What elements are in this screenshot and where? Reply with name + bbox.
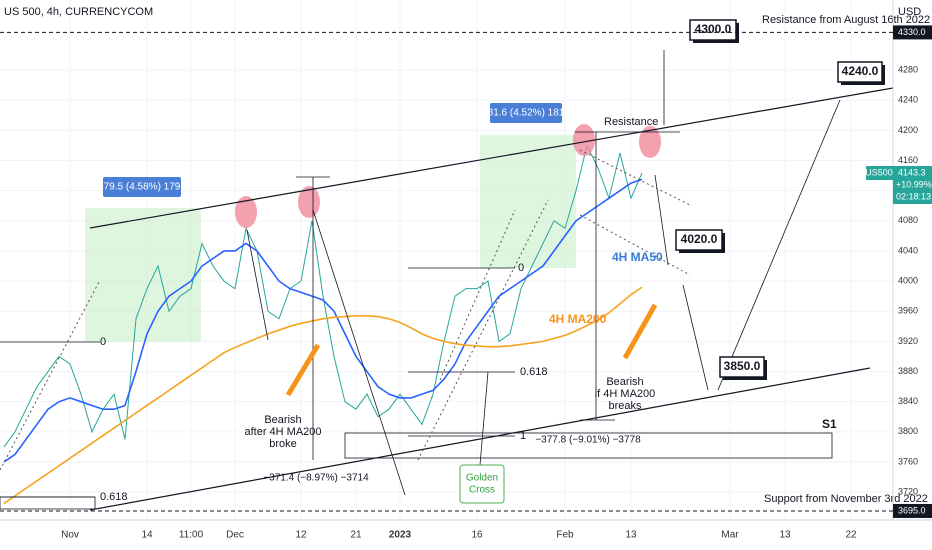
callout: 4240.0: [837, 61, 885, 85]
fib-label: 1: [520, 430, 526, 442]
annotation-line: broke: [269, 438, 297, 450]
last-price: 4143.3: [898, 167, 926, 177]
annotation-line: −377.8 (−9.01%) −3778: [535, 435, 641, 446]
fib-label: 0.618: [520, 366, 548, 378]
y-tick-label: 4000: [898, 275, 918, 285]
annotation: Support from November 3rd 2022: [764, 493, 928, 505]
series-layer: [3, 143, 643, 505]
x-tick-label: Dec: [226, 530, 244, 541]
annotation-line: after 4H MA200: [244, 426, 321, 438]
ma-label: 4H MA50: [612, 250, 663, 264]
y-tick-label: 4160: [898, 155, 918, 165]
axis-layer: 3720 3760 3800 3840 3880 3920 3960 4000 4040 4080…: [0, 25, 932, 541]
last-price-tag: [893, 166, 932, 204]
last-change: +10.99%: [896, 179, 932, 189]
x-tick-label: 21: [350, 530, 362, 541]
x-tick-label: 11:00: [179, 530, 204, 541]
series-line: [3, 143, 643, 448]
annotation-line: if 4H MA200: [595, 388, 656, 400]
ma-label: 4H MA200: [549, 312, 607, 326]
callout: 3850.0: [719, 356, 767, 380]
series-line: [3, 286, 643, 505]
annotation: Resistance from August 16th 2022: [762, 14, 930, 26]
x-tick-label: 22: [845, 530, 857, 541]
callout-text: 3850.0: [724, 359, 761, 373]
level-tag: [893, 503, 932, 518]
annotation: Bearish after 4H MA200 broke Bearish if …: [244, 376, 655, 484]
callout: 4020.0: [675, 229, 725, 253]
y-tick-label: 4040: [898, 245, 918, 255]
x-tick-label: 14: [141, 530, 153, 541]
y-tick-label: 3960: [898, 306, 918, 316]
level-label: 3695.0: [898, 505, 926, 515]
golden-cross-box: [459, 464, 505, 504]
chart-title: US 500, 4h, CURRENCYCOM: [4, 6, 153, 18]
range-label: 179.5 (4.58%) 1795: [98, 182, 186, 193]
x-tick-label: Nov: [61, 530, 79, 541]
annotation-line: Bearish: [264, 414, 301, 426]
annotation-line: Golden: [466, 473, 498, 484]
range-zone: [480, 135, 576, 268]
x-tick-label: Mar: [721, 530, 739, 541]
level-tag: [893, 25, 932, 40]
symbol-tag-text: US500: [865, 167, 893, 177]
annotation-line: Cross: [469, 485, 495, 496]
callout-text: 4240.0: [842, 64, 879, 78]
countdown: 02:18:13: [896, 191, 931, 201]
fib-label: 0: [518, 262, 524, 274]
annotation-line: −371.4 (−8.97%) −3714: [263, 473, 369, 484]
level-label: 4330.0: [898, 27, 926, 37]
y-tick-label: 4280: [898, 64, 918, 74]
y-tick-label: 3760: [898, 456, 918, 466]
range-label: 181.6 (4.52%) 1816: [482, 108, 570, 119]
y-tick-label: 3720: [898, 486, 918, 496]
x-tick-label: 2023: [389, 530, 412, 541]
y-tick-label: 3800: [898, 426, 918, 436]
axis-unit: USD: [898, 6, 921, 18]
y-tick-label: 3840: [898, 396, 918, 406]
x-tick-label: 13: [625, 530, 637, 541]
fib-label: 0.618: [100, 491, 128, 503]
annotation: Resistance: [604, 116, 658, 128]
callout-text: 4300.0: [695, 22, 732, 36]
y-tick-label: 3880: [898, 366, 918, 376]
trend-lines: [0, 50, 894, 511]
symbol-tag: [866, 166, 893, 180]
annotation-line: breaks: [608, 400, 642, 412]
y-tick-label: 3920: [898, 336, 918, 346]
annotation-line: Bearish: [606, 376, 643, 388]
callout: 4300.0: [689, 19, 739, 43]
annotation: S1: [822, 417, 837, 431]
up-arrow: [622, 303, 658, 360]
x-tick-label: 12: [295, 530, 307, 541]
callout-text: 4020.0: [681, 232, 718, 246]
series-line: [3, 178, 643, 463]
range-label-bg: [490, 103, 562, 123]
x-tick-label: 16: [471, 530, 483, 541]
fib-label: 0: [100, 336, 106, 348]
y-tick-label: 4240: [898, 95, 918, 105]
range-zone: [85, 208, 201, 342]
x-tick-label: Feb: [556, 530, 574, 541]
y-tick-label: 4080: [898, 215, 918, 225]
y-tick-label: 4200: [898, 125, 918, 135]
range-label-bg: [103, 177, 181, 197]
up-arrow: [285, 343, 321, 397]
x-tick-label: 13: [779, 530, 791, 541]
